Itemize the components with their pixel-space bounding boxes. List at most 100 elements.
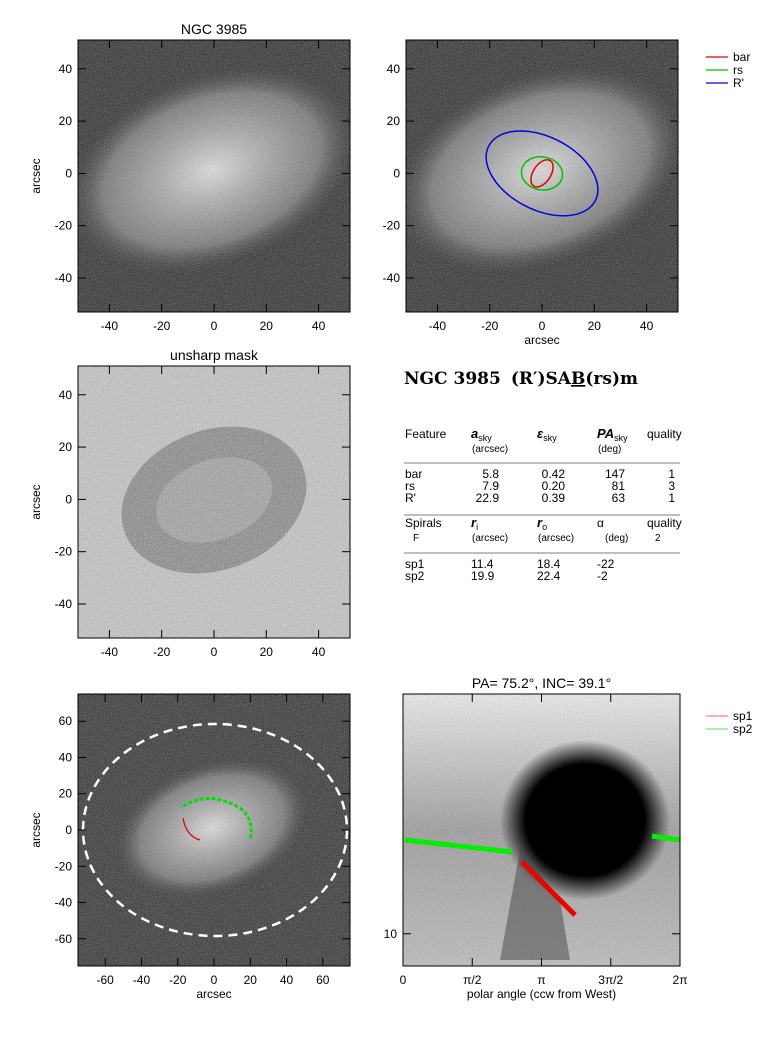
header-unit: 2 bbox=[655, 533, 661, 544]
x-axis-label: arcsec bbox=[524, 333, 559, 347]
x-tick-label: 20 bbox=[244, 973, 258, 987]
x-tick-label: π bbox=[537, 973, 545, 987]
x-tick-label: -40 bbox=[101, 645, 119, 659]
legend-label: rs bbox=[733, 63, 743, 77]
y-tick-label: -40 bbox=[55, 271, 73, 285]
x-tick-label: -40 bbox=[133, 973, 151, 987]
y-tick-label: 40 bbox=[59, 388, 73, 402]
x-tick-label: -60 bbox=[97, 973, 115, 987]
header-sub: i bbox=[476, 522, 478, 532]
column-header: quality bbox=[647, 427, 682, 441]
y-tick-label: 0 bbox=[65, 492, 72, 506]
title-part: B bbox=[571, 369, 585, 389]
y-axis-label: arcsec bbox=[29, 812, 43, 847]
x-tick-label: 60 bbox=[316, 973, 330, 987]
y-tick-label: 20 bbox=[59, 787, 73, 801]
column-header: Spirals bbox=[405, 516, 442, 530]
panel-title: NGC 3985 bbox=[181, 21, 247, 37]
x-tick-label: 0 bbox=[539, 319, 546, 333]
legend-label: bar bbox=[733, 50, 750, 64]
title-part: NGC 3985 bbox=[404, 369, 501, 389]
y-tick-label: 40 bbox=[387, 62, 401, 76]
table-cell: 1 bbox=[668, 491, 675, 505]
x-tick-label: π/2 bbox=[463, 973, 482, 987]
image bbox=[406, 40, 678, 312]
y-tick-label: 20 bbox=[387, 114, 401, 128]
x-tick-label: 0 bbox=[211, 645, 218, 659]
y-axis-label: arcsec bbox=[29, 484, 43, 519]
x-tick-label: 20 bbox=[260, 645, 274, 659]
legend-label: sp2 bbox=[733, 722, 753, 736]
header-sub: sky bbox=[478, 433, 492, 443]
y-tick-label: -20 bbox=[55, 219, 73, 233]
title-part: (R′)SA bbox=[511, 369, 572, 389]
table-cell: 0.39 bbox=[542, 491, 566, 505]
column-header: ri bbox=[471, 515, 478, 532]
table-cell: 22.9 bbox=[476, 491, 500, 505]
header-symbol: quality bbox=[647, 427, 682, 441]
column-header: asky bbox=[471, 426, 492, 443]
image bbox=[403, 694, 680, 966]
column-header: PAsky bbox=[597, 426, 628, 443]
table-cell: 1 bbox=[668, 467, 675, 481]
table-cell: 147 bbox=[605, 467, 625, 481]
header-sub: sky bbox=[614, 433, 628, 443]
header-sub: o bbox=[542, 522, 547, 532]
panel-title: PA= 75.2°, INC= 39.1° bbox=[472, 675, 611, 691]
x-tick-label: 0 bbox=[400, 973, 407, 987]
image bbox=[78, 694, 350, 966]
table-cell: rs bbox=[405, 479, 415, 493]
x-tick-label: -20 bbox=[153, 645, 171, 659]
y-tick-label: -40 bbox=[383, 271, 401, 285]
y-tick-label: 0 bbox=[393, 166, 400, 180]
y-tick-label: 20 bbox=[59, 114, 73, 128]
x-tick-label: 20 bbox=[588, 319, 602, 333]
table-cell: 5.8 bbox=[482, 467, 499, 481]
y-tick-label: -40 bbox=[55, 597, 73, 611]
y-tick-label: 0 bbox=[65, 166, 72, 180]
legend-label: sp1 bbox=[733, 709, 753, 723]
table-cell: -22 bbox=[597, 557, 615, 571]
table-cell: 19.9 bbox=[471, 569, 495, 583]
table-cell: 3 bbox=[668, 479, 675, 493]
column-header: quality bbox=[647, 516, 682, 530]
y-tick-label: -20 bbox=[55, 859, 73, 873]
x-tick-label: -20 bbox=[153, 319, 171, 333]
title-part: (rs)m bbox=[585, 369, 638, 389]
header-unit: (arcsec) bbox=[472, 444, 508, 455]
x-tick-label: -40 bbox=[429, 319, 447, 333]
y-tick-label: 10 bbox=[384, 927, 398, 941]
x-tick-label: 40 bbox=[312, 645, 326, 659]
table-cell: 11.4 bbox=[471, 557, 494, 571]
y-tick-label: 60 bbox=[59, 714, 73, 728]
y-tick-label: -20 bbox=[55, 545, 73, 559]
table-cell: 81 bbox=[612, 479, 626, 493]
table-cell: 7.9 bbox=[482, 479, 499, 493]
table-cell: sp1 bbox=[405, 557, 425, 571]
y-tick-label: 20 bbox=[59, 440, 73, 454]
legend-label: R' bbox=[733, 76, 744, 90]
header-symbol: ε bbox=[537, 426, 544, 441]
header-symbol: r bbox=[471, 515, 477, 530]
x-tick-label: -20 bbox=[481, 319, 499, 333]
table-cell: 18.4 bbox=[537, 557, 561, 571]
y-tick-label: 40 bbox=[59, 750, 73, 764]
table-title: NGC 3985 (R′)SAB(rs)m bbox=[404, 369, 638, 389]
header-sub: sky bbox=[543, 433, 557, 443]
table-cell: -2 bbox=[597, 569, 608, 583]
header-symbol: Spirals bbox=[405, 516, 442, 530]
column-header: α bbox=[597, 516, 604, 530]
header-symbol: r bbox=[537, 515, 543, 530]
feature-ellipse bbox=[520, 155, 564, 191]
x-axis-label: arcsec bbox=[196, 987, 231, 1001]
x-tick-label: 40 bbox=[312, 319, 326, 333]
y-tick-label: -20 bbox=[383, 219, 401, 233]
column-header: ro bbox=[537, 515, 547, 532]
x-tick-label: 40 bbox=[280, 973, 294, 987]
header-symbol: Feature bbox=[405, 427, 447, 441]
header-unit: (deg) bbox=[605, 533, 628, 544]
y-tick-label: 40 bbox=[59, 62, 73, 76]
header-symbol: PA bbox=[597, 426, 614, 441]
